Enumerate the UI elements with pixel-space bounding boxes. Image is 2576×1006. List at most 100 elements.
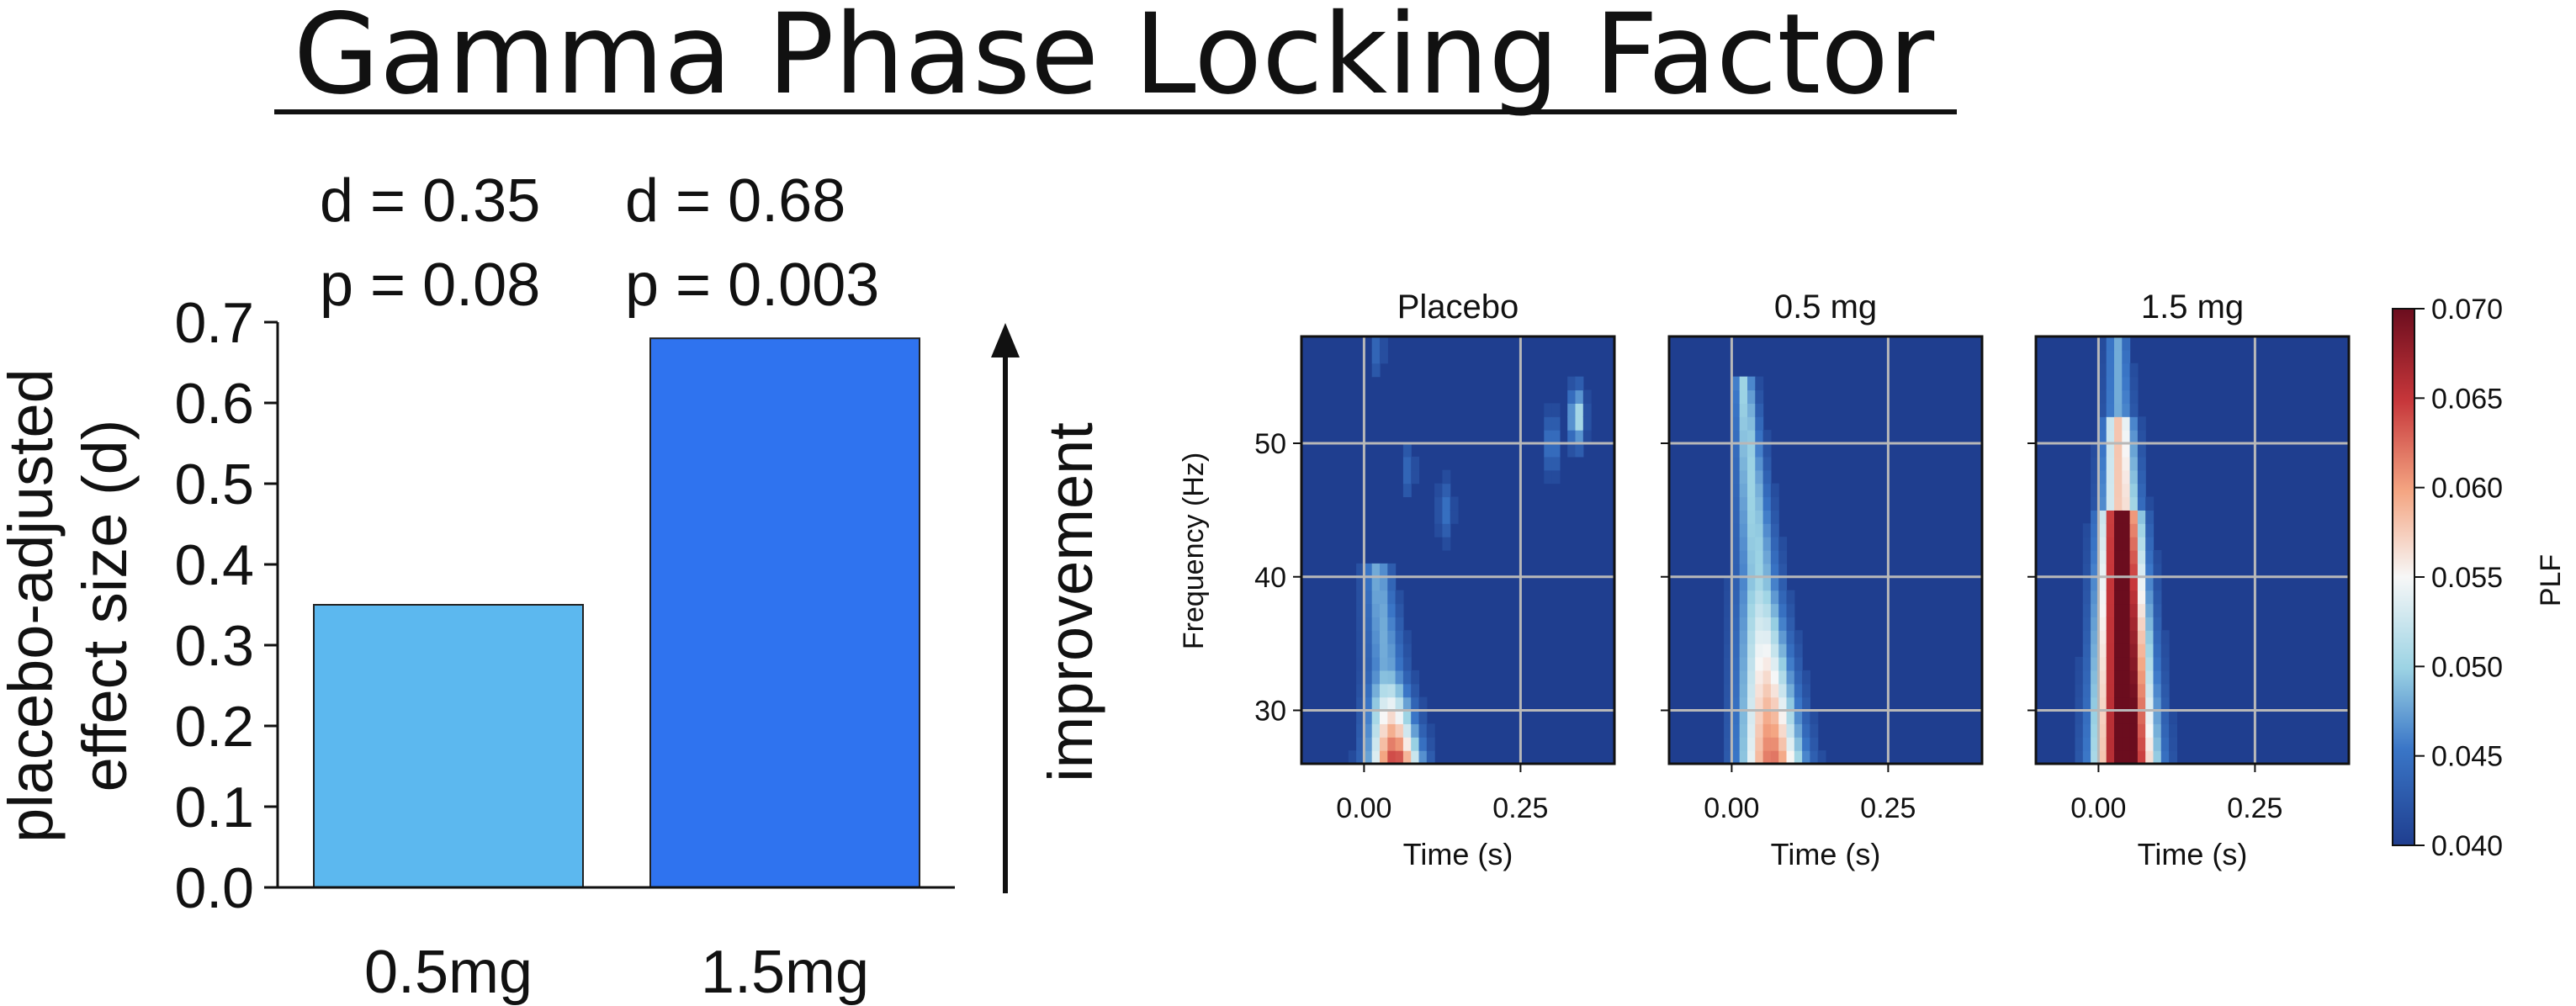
heatmap-cell: [1755, 510, 1764, 524]
heatmap-cell: [1387, 750, 1397, 764]
heatmap-xtick-label: 0.25: [1860, 792, 1916, 824]
heatmap-cell: [2114, 456, 2123, 471]
heatmap-cell: [1380, 563, 1388, 578]
heatmap-cell: [1739, 630, 1748, 644]
heatmap-cell: [2160, 710, 2170, 724]
heatmap-cell: [2091, 737, 2099, 751]
heatmap-cell: [1356, 563, 1365, 578]
heatmap-cell: [2129, 496, 2139, 511]
heatmap-cell: [2114, 403, 2123, 417]
heatmap-cell: [2153, 590, 2162, 605]
heatmap-cell: [1442, 483, 1451, 498]
heatmap-cell: [1731, 710, 1741, 724]
heatmap-cell: [2082, 683, 2091, 698]
heatmap-cell: [2137, 630, 2146, 644]
heatmap-cell: [2137, 657, 2146, 671]
heatmap-cell: [1778, 563, 1788, 578]
heatmap-cell: [1739, 403, 1748, 417]
heatmap-cell: [1739, 657, 1748, 671]
heatmap-cell: [2114, 576, 2123, 591]
heatmap-cell: [1380, 750, 1388, 764]
heatmap-cell: [2098, 550, 2107, 564]
heatmap-cell: [1371, 723, 1381, 738]
heatmap-cell: [1747, 430, 1756, 444]
heatmap-cell: [1402, 670, 1412, 685]
heatmap-cell: [1755, 563, 1764, 578]
heatmap-cell: [1731, 510, 1741, 524]
heatmap-cell: [1731, 750, 1741, 764]
heatmap-cell: [1755, 696, 1764, 712]
heatmap-cell: [1402, 737, 1412, 751]
heatmap-cell: [1786, 737, 1795, 751]
heatmap-cell: [2137, 590, 2146, 605]
heatmap-cell: [1770, 537, 1779, 551]
heatmap-cell: [2098, 657, 2107, 671]
heatmap-cell: [1762, 537, 1772, 551]
heatmap-cell: [2106, 523, 2115, 537]
heatmap-cell: [1747, 523, 1756, 537]
heatmap-cell: [2114, 683, 2123, 698]
heatmap-cell: [2122, 430, 2131, 444]
heatmap-cell: [2145, 510, 2155, 524]
colorbar-tick-label: 0.055: [2431, 562, 2503, 594]
heatmap-cell: [2137, 576, 2146, 591]
heatmap-cell: [2145, 723, 2155, 738]
heatmap-cell: [1778, 603, 1788, 617]
heatmap-cell: [2098, 443, 2107, 458]
heatmap-cell: [1731, 683, 1741, 698]
heatmap-ytick-label: 40: [1254, 562, 1286, 594]
heatmap-cell: [2137, 563, 2146, 578]
heatmap-cell: [2122, 456, 2131, 471]
heatmap-cell: [1762, 723, 1772, 738]
heatmap-cell: [1364, 737, 1373, 751]
heatmap-cell: [1755, 523, 1764, 537]
heatmap-cell: [2091, 643, 2099, 658]
heatmap-cell: [1770, 683, 1779, 698]
heatmap-cell: [2091, 590, 2099, 605]
heatmap-cell: [2098, 336, 2107, 351]
heatmap-cell: [2145, 670, 2155, 685]
heatmap-cell: [1794, 657, 1803, 671]
heatmap-cell: [1810, 737, 1819, 751]
heatmap-cell: [1778, 670, 1788, 685]
heatmap-cell: [1387, 710, 1397, 724]
heatmap-cell: [1731, 403, 1741, 417]
heatmap-cell: [2091, 576, 2099, 591]
heatmap-cell: [1755, 376, 1764, 391]
heatmap-cell: [2091, 723, 2099, 738]
heatmap-cell: [1731, 563, 1741, 578]
heatmap-cell: [1786, 657, 1795, 671]
heatmap-cell: [2129, 603, 2139, 617]
heatmap-cell: [1356, 590, 1365, 605]
heatmap-cell: [2129, 696, 2139, 712]
heatmap-cell: [1770, 483, 1779, 498]
heatmap-cell: [1544, 443, 1553, 458]
heatmap-cell: [1739, 389, 1748, 404]
heatmap-cell: [1380, 723, 1388, 738]
heatmap-cell: [1739, 469, 1748, 484]
heatmap-cell: [2106, 696, 2115, 712]
heatmap-cell: [2122, 443, 2131, 458]
bar-ylabel-line2: effect size (d): [70, 420, 140, 792]
heatmap-cell: [1739, 483, 1748, 498]
heatmap-cell: [1731, 483, 1741, 498]
heatmap-cell: [1739, 563, 1748, 578]
colorbar-tick-label: 0.045: [2431, 741, 2503, 773]
heatmap-cell: [1731, 603, 1741, 617]
heatmap-cell: [2137, 416, 2146, 431]
heatmap-cell: [1739, 510, 1748, 524]
heatmap-cell: [1411, 469, 1420, 484]
heatmap-cell: [1371, 603, 1381, 617]
heatmap-cell: [2122, 403, 2131, 417]
heatmap-cell: [1755, 683, 1764, 698]
heatmap-cell: [1442, 510, 1451, 524]
heatmap-cell: [1371, 576, 1381, 591]
heatmap-cell: [2106, 376, 2115, 391]
heatmap-cell: [1364, 590, 1373, 605]
heatmap-cell: [1356, 737, 1365, 751]
heatmap-cell: [1747, 630, 1756, 644]
heatmap-cell: [1387, 723, 1397, 738]
heatmap-cells: [1669, 336, 1982, 764]
heatmap-cell: [2075, 723, 2084, 738]
heatmap-cell: [2137, 603, 2146, 617]
